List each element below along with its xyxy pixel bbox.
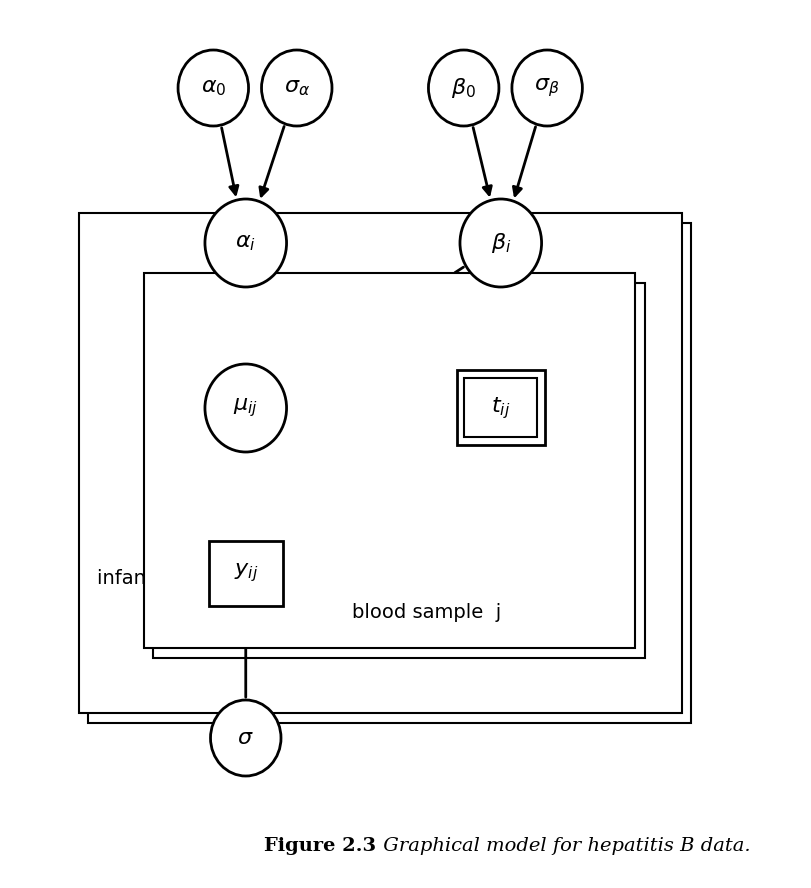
Text: $\sigma_{\alpha}$: $\sigma_{\alpha}$ [283,78,310,98]
Text: $\alpha_i$: $\alpha_i$ [235,233,256,253]
Bar [79,213,680,713]
Text: blood sample  j: blood sample j [352,604,501,622]
Circle shape [204,364,286,452]
Text: $\beta_i$: $\beta_i$ [490,231,510,255]
Text: Figure 2.3: Figure 2.3 [264,837,376,855]
Circle shape [428,50,498,126]
Bar [88,223,690,723]
Text: $y_{ij}$: $y_{ij}$ [234,561,258,584]
Text: $\alpha_0$: $\alpha_0$ [200,78,225,98]
Text: infant i: infant i [97,568,165,588]
Bar [208,541,282,606]
Circle shape [511,50,581,126]
Bar [144,273,634,648]
Text: $t_{ij}$: $t_{ij}$ [491,395,510,421]
Text: $\mu_{ij}$: $\mu_{ij}$ [233,397,258,419]
Text: $\beta_0$: $\beta_0$ [451,76,475,100]
Bar [456,370,544,446]
Bar [152,283,644,658]
Circle shape [261,50,332,126]
Circle shape [178,50,248,126]
Circle shape [204,199,286,287]
Circle shape [210,700,281,776]
Text: Graphical model for hepatitis B data.: Graphical model for hepatitis B data. [376,837,749,855]
Text: $\sigma$: $\sigma$ [237,728,254,748]
Text: $\sigma_{\beta}$: $\sigma_{\beta}$ [534,76,560,99]
Bar [464,378,537,438]
Circle shape [459,199,541,287]
